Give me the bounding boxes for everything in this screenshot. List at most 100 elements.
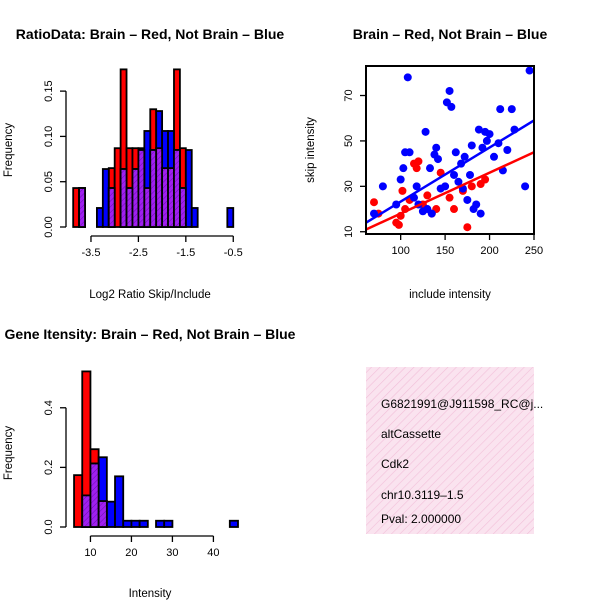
ratio-histogram-bar-not-brain: [226, 207, 235, 228]
ratio-histogram-ylabel: Frequency: [3, 123, 15, 178]
scatter-point-not-brain: [441, 182, 450, 191]
scatter-point-not-brain: [474, 125, 483, 134]
scatter-point-not-brain: [507, 105, 516, 114]
scatter-y-tick-label: 70: [343, 89, 355, 101]
ratio-histogram-y-tick-label: 0.15: [43, 80, 55, 101]
scatter-point-brain: [481, 175, 490, 184]
scatter-point-not-brain: [378, 182, 387, 191]
ratio-histogram-y-tick-label: 0.05: [43, 171, 55, 192]
scatter-point-not-brain: [454, 177, 463, 186]
scatter-point-brain: [467, 182, 476, 191]
scatter-point-not-brain: [467, 141, 476, 150]
scatter-x-tick-label: 200: [480, 245, 498, 257]
scatter-fit-line-brain: [365, 151, 535, 231]
intensity-histogram-bars: [73, 370, 239, 528]
intensity-histogram-x-tick-label: 40: [207, 547, 219, 559]
scatter-point-brain: [394, 220, 403, 229]
intensity-histogram-axes: 10 20 30 40 0.0 0.2 0.4: [43, 400, 220, 559]
intensity-histogram-x-tick-label: 20: [125, 547, 137, 559]
scatter-point-brain: [463, 223, 472, 232]
scatter-point-brain: [370, 198, 378, 207]
info-event-type: altCassette: [381, 427, 441, 441]
ratio-histogram-bar-overlap: [178, 187, 187, 228]
scatter-point-not-brain: [463, 195, 472, 204]
ratio-histogram-y-tick-label: 0.00: [43, 216, 55, 237]
intensity-histogram-bar-not-brain: [228, 519, 239, 528]
scatter-point-brain: [445, 193, 454, 202]
intensity-histogram-bar-not-brain: [138, 519, 149, 528]
intensity-histogram-bar-not-brain: [122, 519, 133, 528]
info-panel: G6821991@J911598_RC@j... altCassette Cdk…: [366, 367, 543, 534]
ratio-histogram-bar-overlap: [107, 187, 116, 228]
scatter-point-not-brain: [450, 170, 458, 179]
scatter-point-brain: [414, 157, 423, 166]
scatter-point-not-brain: [432, 143, 441, 152]
scatter-point-not-brain: [447, 102, 456, 111]
scatter-point-not-brain: [421, 127, 430, 136]
intensity-histogram-y-tick-label: 0.2: [43, 460, 55, 475]
scatter-point-not-brain: [496, 105, 505, 114]
intensity-histogram-bar-not-brain: [130, 519, 141, 528]
intensity-histogram-bar-overlap: [81, 494, 92, 528]
intensity-histogram-x-tick-label: 10: [84, 547, 96, 559]
intensity-histogram-bar-brain: [73, 474, 84, 528]
scatter-x-tick-label: 150: [436, 245, 454, 257]
info-gene: Cdk2: [381, 457, 409, 471]
scatter-axes: 100 150 200 250 10 30 50 70: [343, 65, 543, 257]
scatter-point-not-brain: [476, 209, 485, 218]
scatter-point-not-brain: [412, 182, 421, 191]
scatter-point-not-brain: [460, 152, 469, 161]
scatter-point-not-brain: [485, 130, 494, 139]
ratio-histogram-x-tick-label: -0.5: [224, 247, 243, 259]
scatter-point-not-brain: [434, 155, 442, 164]
intensity-histogram-bar-not-brain: [114, 475, 125, 528]
intensity-histogram-y-tick-label: 0.0: [43, 519, 55, 534]
scatter-point-not-brain: [426, 164, 434, 173]
intensity-histogram-title: Gene Itensity: Brain – Red, Not Brain – …: [5, 326, 296, 342]
ratio-histogram-bars: [72, 68, 235, 228]
intensity-histogram-panel: Gene Itensity: Brain – Red, Not Brain – …: [3, 326, 296, 600]
intensity-histogram-bar-not-brain: [155, 519, 166, 528]
scatter-panel: Brain – Red, Not Brain – Blue 100 150 200 2…: [305, 26, 547, 301]
info-panel-background: [366, 367, 534, 534]
ratio-histogram-title: RatioData: Brain – Red, Not Brain – Blue: [16, 26, 285, 42]
intensity-histogram-xlabel: Intensity: [129, 588, 172, 600]
ratio-histogram-xlabel: Log2 Ratio Skip/Include: [89, 289, 210, 301]
scatter-x-tick-label: 250: [525, 245, 543, 257]
scatter-point-not-brain: [405, 148, 414, 157]
ratio-histogram-y-tick-label: 0.10: [43, 126, 55, 147]
info-location: chr10.3119–1.5: [381, 488, 464, 502]
scatter-ylabel: skip intensity: [305, 117, 317, 183]
scatter-x-tick-label: 100: [391, 245, 409, 257]
info-pval: Pval: 2.000000: [381, 512, 461, 526]
intensity-histogram-x-tick-label: 30: [166, 547, 178, 559]
scatter-point-brain: [412, 164, 421, 173]
scatter-marks: [365, 66, 535, 232]
scatter-xlabel: include intensity: [409, 289, 491, 301]
scatter-point-brain: [423, 191, 432, 200]
intensity-histogram-bar-not-brain: [163, 519, 174, 528]
scatter-point-brain: [450, 205, 458, 214]
intensity-histogram-bar-not-brain: [105, 500, 116, 528]
scatter-point-not-brain: [466, 170, 474, 179]
scatter-point-not-brain: [403, 73, 412, 82]
scatter-point-not-brain: [472, 200, 481, 209]
ratio-histogram-x-tick-label: -1.5: [176, 247, 195, 259]
intensity-histogram-bar-overlap: [97, 500, 108, 528]
scatter-fit-line-not-brain: [365, 119, 535, 224]
ratio-histogram-x-tick-label: -2.5: [129, 247, 148, 259]
scatter-y-tick-label: 50: [343, 135, 355, 147]
ratio-histogram-axes: -3.5 -2.5 -1.5 -0.5 0.00 0.05 0.10 0.15: [43, 80, 243, 259]
scatter-point-not-brain: [503, 146, 512, 154]
ratio-histogram-bar-not-brain: [190, 207, 199, 228]
scatter-point-not-brain: [427, 209, 436, 218]
scatter-point-not-brain: [396, 175, 405, 184]
scatter-point-not-brain: [482, 136, 491, 145]
scatter-point-not-brain: [525, 66, 534, 75]
info-event-id: G6821991@J911598_RC@j...: [381, 397, 543, 411]
ratio-histogram-panel: RatioData: Brain – Red, Not Brain – Blue…: [3, 26, 284, 301]
scatter-point-not-brain: [451, 148, 460, 157]
intensity-histogram-bar-overlap: [89, 462, 100, 528]
scatter-point-brain: [398, 186, 407, 195]
